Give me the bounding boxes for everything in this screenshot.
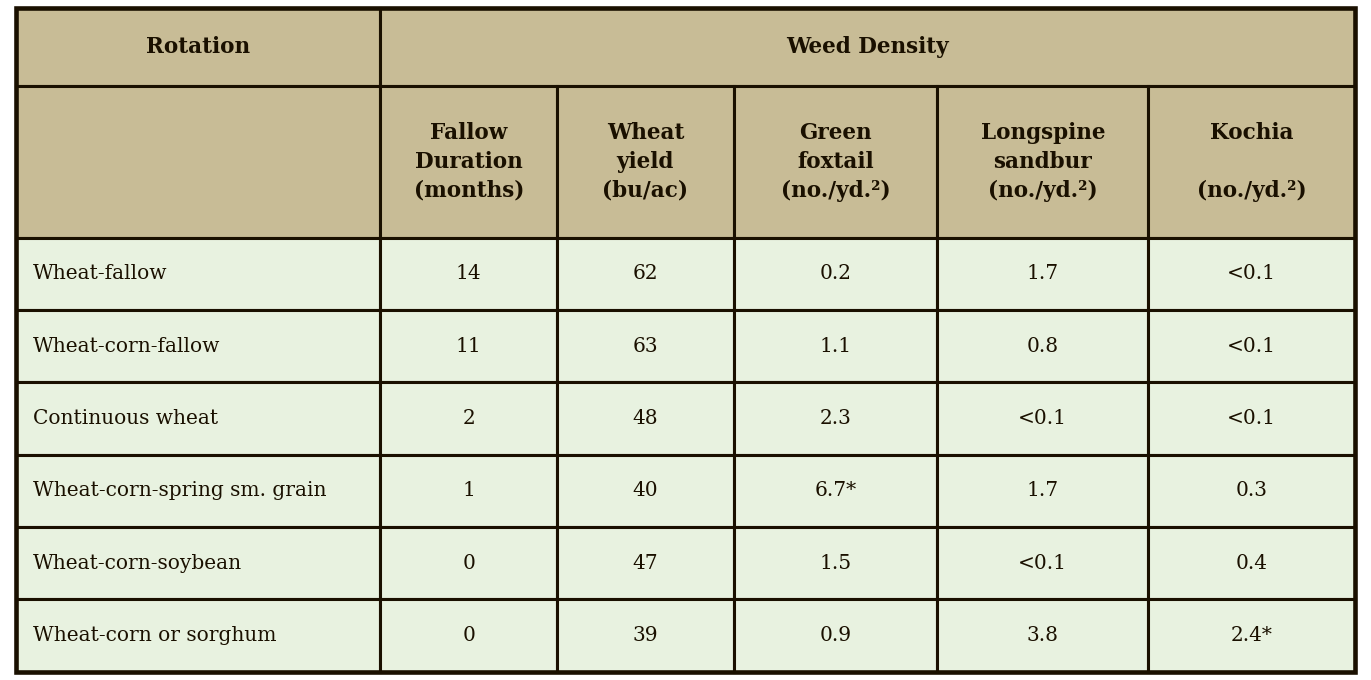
Bar [557, 455, 733, 527]
Text: 40: 40 [632, 481, 658, 500]
Bar [557, 382, 733, 455]
Text: 2.3: 2.3 [820, 409, 851, 428]
Text: Continuous wheat: Continuous wheat [33, 409, 218, 428]
Text: 1.7: 1.7 [1027, 481, 1058, 500]
Bar [936, 238, 1149, 310]
Text: 0: 0 [462, 554, 476, 573]
Bar [380, 310, 557, 382]
Text: Wheat-corn or sorghum: Wheat-corn or sorghum [33, 626, 277, 645]
Text: Longspine
sandbur
(no./yd.²): Longspine sandbur (no./yd.²) [980, 122, 1105, 202]
Bar [733, 310, 936, 382]
Text: 0.9: 0.9 [820, 626, 851, 645]
Text: 3.8: 3.8 [1027, 626, 1058, 645]
Bar [16, 382, 380, 455]
Bar [16, 455, 380, 527]
Bar [557, 86, 733, 238]
Text: 39: 39 [632, 626, 658, 645]
Text: <0.1: <0.1 [1227, 337, 1276, 356]
Text: <0.1: <0.1 [1019, 554, 1067, 573]
Bar [733, 238, 936, 310]
Bar [16, 86, 380, 238]
Bar [936, 455, 1149, 527]
Bar [733, 382, 936, 455]
Text: <0.1: <0.1 [1227, 409, 1276, 428]
Text: Weed Density: Weed Density [786, 36, 949, 58]
Text: Wheat-fallow: Wheat-fallow [33, 265, 167, 284]
Bar [380, 600, 557, 672]
Bar [733, 86, 936, 238]
Text: Rotation: Rotation [147, 36, 251, 58]
Bar [936, 382, 1149, 455]
Text: 2: 2 [462, 409, 476, 428]
Text: Wheat-corn-spring sm. grain: Wheat-corn-spring sm. grain [33, 481, 326, 500]
Text: 1.1: 1.1 [820, 337, 851, 356]
Bar [557, 600, 733, 672]
Bar [380, 8, 1355, 86]
Bar [16, 238, 380, 310]
Bar [16, 8, 380, 86]
Bar [1149, 238, 1355, 310]
Text: 0.3: 0.3 [1235, 481, 1268, 500]
Text: 63: 63 [632, 337, 658, 356]
Text: 0: 0 [462, 626, 476, 645]
Text: Green
foxtail
(no./yd.²): Green foxtail (no./yd.²) [780, 122, 890, 202]
Text: 1.7: 1.7 [1027, 265, 1058, 284]
Bar [16, 600, 380, 672]
Bar [1149, 382, 1355, 455]
Bar [380, 86, 557, 238]
Text: 11: 11 [455, 337, 481, 356]
Bar [1149, 310, 1355, 382]
Bar [380, 527, 557, 600]
Text: 0.4: 0.4 [1235, 554, 1268, 573]
Text: Fallow
Duration
(months): Fallow Duration (months) [414, 122, 524, 202]
Text: 2.4*: 2.4* [1231, 626, 1272, 645]
Text: Wheat-corn-soybean: Wheat-corn-soybean [33, 554, 243, 573]
Text: 6.7*: 6.7* [814, 481, 857, 500]
Text: Wheat-corn-fallow: Wheat-corn-fallow [33, 337, 221, 356]
Bar [1149, 86, 1355, 238]
Text: 14: 14 [457, 265, 481, 284]
Bar [16, 310, 380, 382]
Bar [16, 527, 380, 600]
Bar [733, 455, 936, 527]
Bar [936, 310, 1149, 382]
Bar [557, 238, 733, 310]
Bar [380, 382, 557, 455]
Text: <0.1: <0.1 [1019, 409, 1067, 428]
Bar [1149, 455, 1355, 527]
Bar [733, 600, 936, 672]
Bar [557, 310, 733, 382]
Text: 47: 47 [632, 554, 658, 573]
Bar [936, 86, 1149, 238]
Text: 48: 48 [632, 409, 658, 428]
Text: Wheat
yield
(bu/ac): Wheat yield (bu/ac) [602, 122, 688, 202]
Bar [380, 455, 557, 527]
Text: Kochia

(no./yd.²): Kochia (no./yd.²) [1197, 122, 1307, 202]
Text: 0.2: 0.2 [820, 265, 851, 284]
Bar [1149, 600, 1355, 672]
Text: 62: 62 [632, 265, 658, 284]
Bar [936, 600, 1149, 672]
Bar [557, 527, 733, 600]
Text: <0.1: <0.1 [1227, 265, 1276, 284]
Text: 0.8: 0.8 [1027, 337, 1058, 356]
Text: 1.5: 1.5 [820, 554, 851, 573]
Bar [936, 527, 1149, 600]
Bar [380, 238, 557, 310]
Text: 1: 1 [462, 481, 476, 500]
Bar [733, 527, 936, 600]
Bar [1149, 527, 1355, 600]
